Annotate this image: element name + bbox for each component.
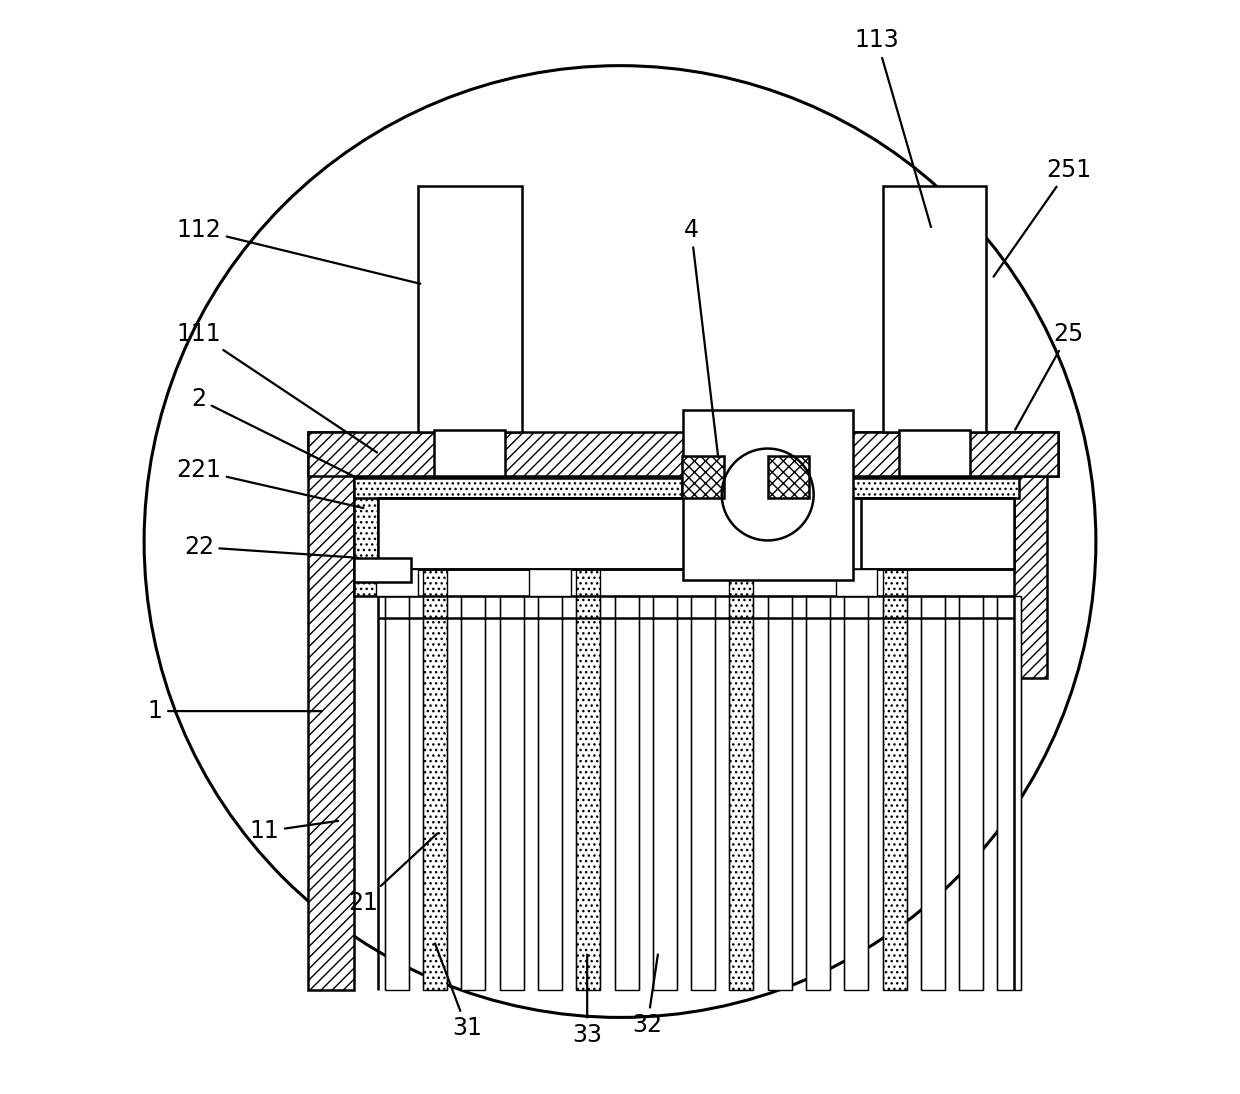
Text: 1: 1 — [148, 699, 322, 723]
Bar — [768, 596, 792, 990]
Bar — [763, 478, 1019, 498]
Bar — [763, 432, 1058, 476]
Bar — [309, 432, 1058, 476]
Bar — [500, 596, 523, 990]
Text: 112: 112 — [176, 218, 420, 283]
Bar — [844, 596, 868, 990]
Text: 221: 221 — [176, 458, 363, 508]
Bar — [806, 596, 830, 990]
Bar — [883, 536, 906, 990]
Bar — [355, 474, 378, 596]
Bar — [538, 596, 562, 990]
Bar — [691, 596, 715, 990]
Text: 21: 21 — [348, 834, 438, 915]
Text: 251: 251 — [993, 158, 1091, 277]
Text: 32: 32 — [632, 955, 662, 1037]
Text: 31: 31 — [435, 943, 482, 1040]
Bar — [376, 569, 418, 596]
Bar — [384, 596, 409, 990]
Bar — [309, 432, 355, 990]
Bar — [1014, 470, 1047, 678]
Text: 111: 111 — [176, 322, 377, 453]
Bar — [434, 430, 505, 476]
Bar — [861, 498, 1014, 569]
Text: 33: 33 — [572, 955, 603, 1047]
Bar — [461, 596, 485, 990]
Text: 113: 113 — [854, 28, 931, 228]
Bar — [768, 456, 810, 498]
Text: 25: 25 — [1016, 322, 1084, 430]
Bar — [615, 596, 639, 990]
Bar — [899, 430, 970, 476]
Text: 4: 4 — [683, 218, 718, 456]
Bar — [529, 569, 570, 596]
Bar — [921, 596, 945, 990]
Bar — [652, 596, 677, 990]
Bar — [836, 569, 877, 596]
Bar — [423, 536, 448, 990]
Text: 11: 11 — [249, 819, 339, 843]
Bar — [577, 536, 600, 990]
Bar — [883, 186, 987, 432]
Bar — [960, 596, 983, 990]
Bar — [997, 596, 1022, 990]
Bar — [682, 456, 724, 498]
Bar — [729, 536, 754, 990]
Bar — [355, 558, 410, 582]
Text: 22: 22 — [184, 535, 358, 559]
Text: 2: 2 — [191, 387, 355, 477]
Bar — [418, 186, 522, 432]
Bar — [378, 498, 684, 569]
Bar — [683, 410, 853, 580]
Bar — [355, 478, 682, 498]
